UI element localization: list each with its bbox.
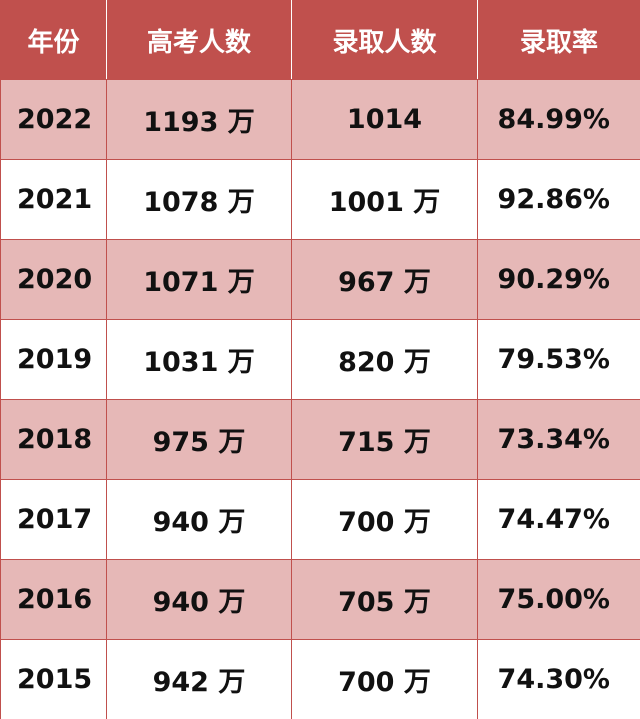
cell-admission-rate: 74.30% <box>477 639 640 719</box>
cell-admitted: 967 万 <box>291 239 478 320</box>
cell-admitted: 715 万 <box>291 399 478 480</box>
table-row: 2022 1193 万 1014 84.99% <box>0 79 640 160</box>
header-admission-rate: 录取率 <box>477 0 640 80</box>
cell-exam-takers: 1193 万 <box>106 79 292 160</box>
cell-admitted: 700 万 <box>291 479 478 560</box>
cell-exam-takers: 940 万 <box>106 559 292 640</box>
cell-admission-rate: 75.00% <box>477 559 640 640</box>
table-row: 2018 975 万 715 万 73.34% <box>0 399 640 480</box>
cell-exam-takers: 940 万 <box>106 479 292 560</box>
table-row: 2017 940 万 700 万 74.47% <box>0 479 640 560</box>
cell-admitted: 700 万 <box>291 639 478 719</box>
cell-exam-takers: 1031 万 <box>106 319 292 400</box>
table-row: 2020 1071 万 967 万 90.29% <box>0 239 640 320</box>
cell-exam-takers: 975 万 <box>106 399 292 480</box>
cell-admission-rate: 74.47% <box>477 479 640 560</box>
cell-year: 2017 <box>0 479 107 560</box>
cell-year: 2022 <box>0 79 107 160</box>
table-body: 2022 1193 万 1014 84.99% 2021 1078 万 1001… <box>0 79 640 719</box>
header-exam-takers: 高考人数 <box>106 0 292 80</box>
cell-exam-takers: 1071 万 <box>106 239 292 320</box>
cell-year: 2016 <box>0 559 107 640</box>
cell-admitted: 705 万 <box>291 559 478 640</box>
cell-year: 2015 <box>0 639 107 719</box>
cell-year: 2019 <box>0 319 107 400</box>
table-row: 2016 940 万 705 万 75.00% <box>0 559 640 640</box>
cell-exam-takers: 942 万 <box>106 639 292 719</box>
cell-admission-rate: 73.34% <box>477 399 640 480</box>
table-row: 2015 942 万 700 万 74.30% <box>0 639 640 719</box>
cell-exam-takers: 1078 万 <box>106 159 292 240</box>
cell-admission-rate: 90.29% <box>477 239 640 320</box>
table-row: 2021 1078 万 1001 万 92.86% <box>0 159 640 240</box>
cell-admission-rate: 84.99% <box>477 79 640 160</box>
header-row: 年份 高考人数 录取人数 录取率 <box>0 0 640 80</box>
table-row: 2019 1031 万 820 万 79.53% <box>0 319 640 400</box>
cell-admission-rate: 79.53% <box>477 319 640 400</box>
table-header: 年份 高考人数 录取人数 录取率 <box>0 0 640 80</box>
cell-admitted: 820 万 <box>291 319 478 400</box>
header-admitted: 录取人数 <box>291 0 478 80</box>
cell-year: 2018 <box>0 399 107 480</box>
header-year: 年份 <box>0 0 107 80</box>
cell-year: 2021 <box>0 159 107 240</box>
cell-admission-rate: 92.86% <box>477 159 640 240</box>
cell-admitted: 1014 <box>291 79 478 160</box>
cell-year: 2020 <box>0 239 107 320</box>
cell-admitted: 1001 万 <box>291 159 478 240</box>
